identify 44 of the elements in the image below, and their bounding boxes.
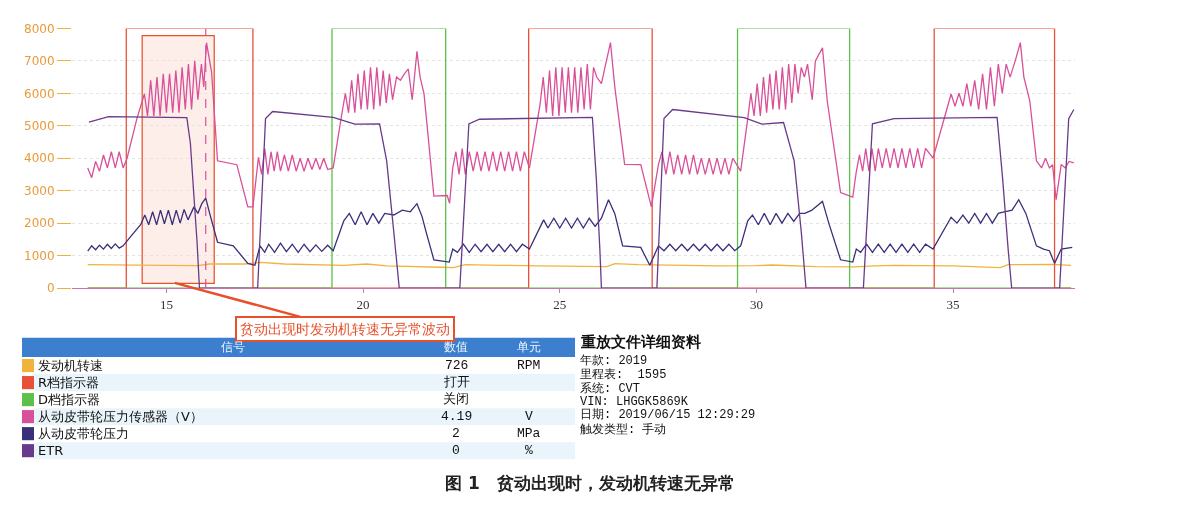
y-tick-label: 0	[46, 281, 55, 296]
x-tick-label: 20	[356, 296, 370, 312]
text: 2	[452, 426, 460, 441]
x-tick-label: 15	[159, 296, 173, 312]
text: 4.19	[441, 409, 473, 424]
band-label: 贫动出现时发动机转速无异常波动	[240, 321, 450, 337]
y-tick-label: 3000	[24, 183, 55, 198]
text: 726	[445, 358, 469, 373]
y-tick-label: 1000	[24, 248, 55, 263]
legend-label: D档指示器	[38, 392, 101, 407]
text: 数值	[444, 340, 468, 354]
legend-label: 从动皮带轮压力	[38, 426, 129, 441]
y-tick-label: 6000	[24, 86, 55, 101]
y-tick-label: 4000	[24, 151, 55, 166]
text: 打开	[443, 375, 470, 390]
y-tick-label: 7000	[24, 54, 55, 69]
text: 0	[452, 443, 460, 458]
legend-label: 从动皮带轮压力传感器（V）	[38, 409, 203, 424]
x-tick-label: 25	[553, 296, 567, 312]
line-series	[88, 108, 1075, 289]
x-tick-label: 30	[749, 296, 763, 312]
text: 系统: CVT	[580, 381, 641, 396]
text: 关闭	[443, 392, 469, 407]
text: 图 1 贫动出现时，发动机转速无异常	[445, 473, 735, 493]
text: 日期: 2019/06/15 12:29:29	[580, 408, 756, 422]
y-tick-label: 2000	[24, 216, 55, 231]
line-series	[87, 197, 1073, 266]
text: MPa	[517, 426, 541, 441]
text: 重放文件详细资料	[580, 333, 701, 351]
text: 里程表: 1595	[580, 368, 667, 382]
text: 信号	[221, 340, 245, 354]
x-tick-label: 35	[946, 296, 960, 312]
text: 单元	[517, 340, 541, 354]
text: %	[525, 443, 533, 458]
legend-label: ETR	[38, 443, 64, 458]
text: 年款: 2019	[580, 354, 648, 368]
text: RPM	[517, 358, 541, 373]
legend-label: R档指示器	[38, 375, 100, 390]
legend-label: 发动机转速	[38, 358, 103, 373]
text: V	[525, 409, 533, 424]
text: 触发类型: 手动	[580, 422, 667, 437]
y-tick-label: 5000	[24, 118, 55, 133]
text: VIN: LHGGK5869K	[580, 395, 689, 409]
y-tick-label: 8000	[24, 21, 55, 36]
